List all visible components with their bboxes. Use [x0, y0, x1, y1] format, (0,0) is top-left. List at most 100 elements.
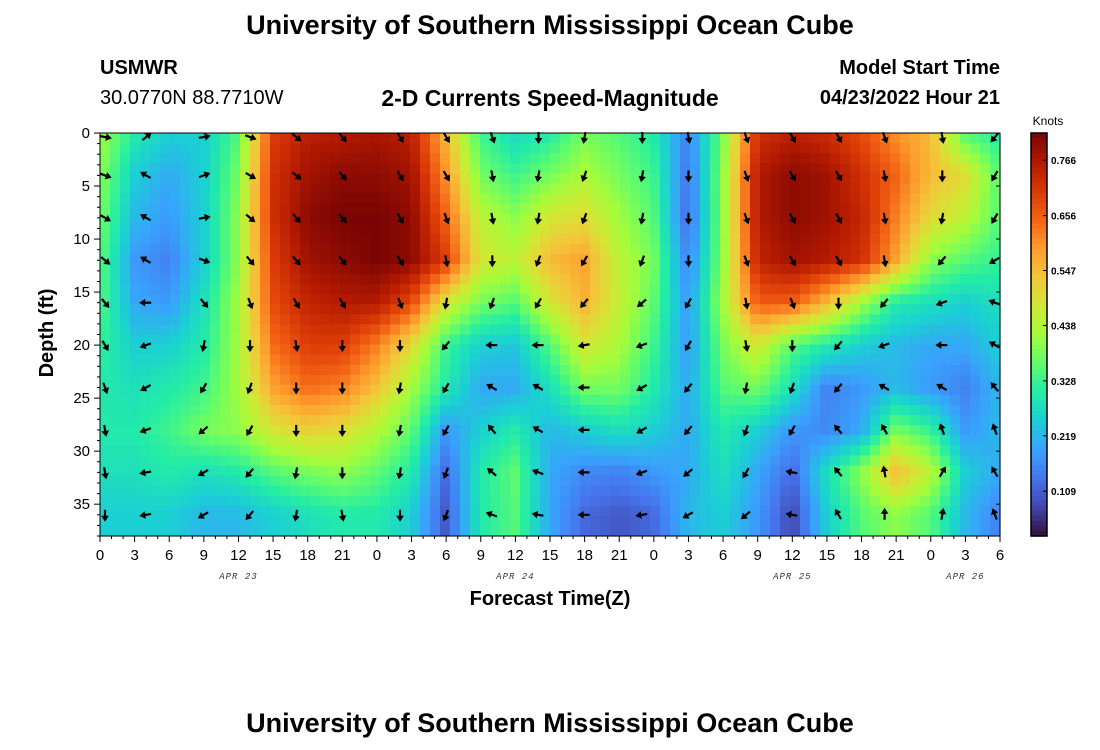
current-arrow: [785, 510, 798, 519]
heatmap-cell: [270, 415, 281, 426]
current-arrow: [684, 340, 692, 352]
heatmap-cell: [940, 253, 951, 265]
current-arrow: [580, 212, 588, 225]
heatmap-cell: [720, 425, 731, 436]
heatmap-cell: [190, 143, 201, 154]
heatmap-cell: [240, 405, 251, 416]
heatmap-cell: [130, 384, 141, 396]
current-arrow: [396, 382, 404, 395]
heatmap-cell: [160, 284, 171, 295]
heatmap-cell: [610, 425, 621, 436]
current-arrow: [682, 511, 694, 519]
current-arrow: [577, 510, 590, 519]
heatmap-cell: [710, 344, 721, 356]
heatmap-cell: [790, 384, 801, 396]
heatmap-cell: [150, 274, 161, 285]
current-arrow: [396, 509, 404, 522]
heatmap-cell: [820, 364, 831, 376]
heatmap-cell: [320, 394, 331, 406]
heatmap-cell: [330, 515, 341, 527]
heatmap-cell: [180, 294, 191, 305]
heatmap-cell: [840, 455, 851, 467]
heatmap-cell: [340, 193, 351, 205]
heatmap-cell: [530, 274, 541, 285]
heatmap-cell: [430, 203, 441, 215]
heatmap-cell: [430, 284, 441, 295]
heatmap-cell: [870, 324, 881, 336]
heatmap-cell: [890, 445, 901, 456]
heatmap-cell: [290, 475, 301, 487]
heatmap-cell: [730, 374, 741, 386]
heatmap-cell: [390, 374, 401, 386]
heatmap-cell: [700, 183, 711, 195]
heatmap-cell: [540, 374, 551, 386]
heatmap-cell: [260, 515, 271, 527]
heatmap-cell: [800, 314, 811, 326]
heatmap-cell: [920, 354, 931, 366]
heatmap-cell: [910, 133, 921, 144]
heatmap-cell: [460, 163, 471, 174]
heatmap-cell: [330, 304, 341, 315]
heatmap-cell: [150, 515, 161, 527]
heatmap-cell: [730, 314, 741, 326]
heatmap-cell: [380, 475, 391, 487]
heatmap-cell: [380, 263, 391, 275]
heatmap-cell: [820, 183, 831, 195]
heatmap-cell: [530, 364, 541, 376]
heatmap-cell: [440, 515, 451, 527]
heatmap-cell: [460, 334, 471, 346]
heatmap-cell: [290, 324, 301, 336]
heatmap-cell: [200, 183, 211, 195]
heatmap-cell: [380, 515, 391, 527]
heatmap-cell: [900, 193, 911, 205]
heatmap-cell: [660, 193, 671, 205]
heatmap-cell: [930, 294, 941, 305]
heatmap-cell: [550, 203, 561, 215]
heatmap-cell: [790, 193, 801, 205]
colorbar-segment: [1031, 183, 1047, 190]
heatmap-cell: [200, 505, 211, 517]
heatmap-cell: [710, 505, 721, 517]
heatmap-cell: [110, 465, 121, 477]
heatmap-cell: [160, 233, 171, 245]
heatmap-cell: [530, 183, 541, 195]
heatmap-cell: [300, 425, 311, 436]
heatmap-cell: [920, 445, 931, 456]
heatmap-cell: [280, 394, 291, 406]
heatmap-cell: [300, 294, 311, 305]
heatmap-cell: [480, 193, 491, 205]
heatmap-cell: [700, 485, 711, 497]
heatmap-cell: [110, 505, 121, 517]
heatmap-cell: [440, 263, 451, 275]
heatmap-cell: [910, 334, 921, 346]
heatmap-cell: [240, 294, 251, 305]
heatmap-cell: [510, 163, 521, 174]
heatmap-cell: [210, 455, 221, 467]
heatmap-cell: [480, 233, 491, 245]
heatmap-cell: [700, 515, 711, 527]
heatmap-cell: [660, 294, 671, 305]
heatmap-cell: [240, 173, 251, 184]
heatmap-cell: [770, 394, 781, 406]
heatmap-cell: [540, 253, 551, 265]
heatmap-cell: [450, 334, 461, 346]
heatmap-cell: [900, 384, 911, 396]
heatmap-cell: [570, 384, 581, 396]
heatmap-cell: [500, 485, 511, 497]
heatmap-cell: [230, 455, 241, 467]
heatmap-cell: [990, 314, 1001, 326]
heatmap-cell: [920, 525, 931, 537]
heatmap-cell: [510, 495, 521, 507]
heatmap-cell: [650, 515, 661, 527]
heatmap-cell: [810, 475, 821, 487]
heatmap-cell: [350, 173, 361, 184]
heatmap-cell: [430, 374, 441, 386]
heatmap-cell: [740, 193, 751, 205]
x-tick-label: 9: [477, 547, 485, 564]
heatmap-cell: [250, 304, 261, 315]
heatmap-cell: [650, 394, 661, 406]
heatmap-cell: [350, 364, 361, 376]
heatmap-cell: [720, 415, 731, 426]
heatmap-cell: [250, 143, 261, 154]
